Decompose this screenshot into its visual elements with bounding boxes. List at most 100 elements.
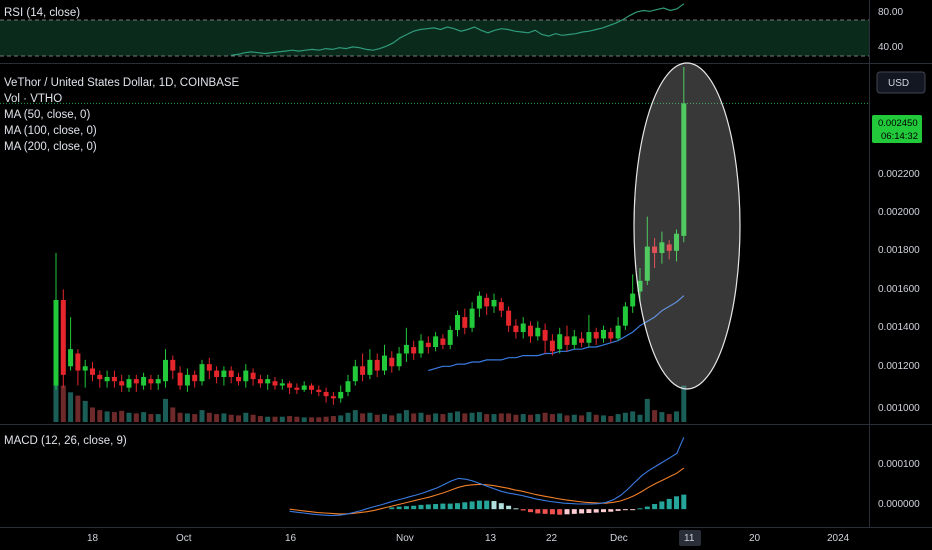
rsi-band xyxy=(0,20,869,56)
rsi-axis-label: 40.00 xyxy=(878,42,903,53)
candle-body xyxy=(75,353,81,371)
volume-bar xyxy=(498,413,504,422)
macd-label[interactable]: MACD (12, 26, close, 9) xyxy=(4,435,127,447)
macd-histogram-bar xyxy=(447,503,453,510)
candle-body xyxy=(279,383,285,386)
candle-body xyxy=(564,336,570,345)
macd-histogram-bar xyxy=(622,509,628,511)
candle-body xyxy=(491,300,497,307)
candle-body xyxy=(316,389,322,392)
macd-histogram-bar xyxy=(389,507,395,510)
time-axis-label: 22 xyxy=(546,533,558,544)
candle-body xyxy=(601,329,606,339)
macd-histogram-bar xyxy=(615,509,621,511)
volume-bar xyxy=(206,412,212,422)
macd-histogram-bar xyxy=(513,508,519,510)
macd-histogram-bar xyxy=(484,500,490,510)
rsi-label[interactable]: RSI (14, close) xyxy=(4,7,80,19)
candle-body xyxy=(469,308,475,328)
symbol-title[interactable]: VeThor / United States Dollar, 1D, COINB… xyxy=(4,77,240,89)
volume-bar xyxy=(637,414,643,422)
candle-body xyxy=(433,336,439,348)
volume-bar xyxy=(163,398,168,422)
time-axis-label: 11 xyxy=(684,533,695,544)
candle-body xyxy=(637,280,643,292)
volume-bar xyxy=(469,412,475,422)
volume-bar xyxy=(177,412,183,422)
volume-bar xyxy=(579,415,585,422)
candle-body xyxy=(652,246,658,253)
volume-bar xyxy=(535,414,541,422)
candle-body xyxy=(447,329,453,345)
volume-bar xyxy=(411,413,417,422)
candle-body xyxy=(586,332,592,343)
candle-body xyxy=(571,336,577,345)
candle-body xyxy=(287,383,293,388)
volume-bar xyxy=(170,407,176,422)
volume-bar xyxy=(601,415,606,422)
candle-body xyxy=(440,338,446,345)
last-price-value: 0.002450 xyxy=(878,118,918,129)
ma-legend[interactable]: MA (50, close, 0) xyxy=(4,109,90,121)
candle-body xyxy=(681,103,687,236)
candle-body xyxy=(644,246,650,281)
macd-histogram-bar xyxy=(535,509,541,514)
volume-bar xyxy=(557,413,563,422)
macd-histogram-bar xyxy=(579,509,585,514)
candle-body xyxy=(294,387,300,390)
volume-bar xyxy=(403,410,409,422)
volume-bar xyxy=(367,412,373,422)
volume-bar xyxy=(228,414,234,422)
candle-body xyxy=(666,244,672,251)
volume-legend[interactable]: Vol · VTHO xyxy=(4,93,62,105)
macd-histogram-bar xyxy=(637,508,643,510)
macd-histogram-bar xyxy=(418,504,424,510)
macd-axis-label: 0.000100 xyxy=(878,459,920,470)
volume-bar xyxy=(338,415,344,422)
volume-bar xyxy=(221,413,227,422)
candle-body xyxy=(257,379,263,384)
volume-bar xyxy=(236,415,241,422)
volume-bar xyxy=(214,414,220,422)
macd-histogram-bar xyxy=(586,509,592,514)
volume-bar xyxy=(681,385,687,422)
ma-legend[interactable]: MA (100, close, 0) xyxy=(4,125,97,137)
time-axis-label: Dec xyxy=(610,533,628,544)
macd-histogram-bar xyxy=(674,496,679,510)
candle-body xyxy=(221,370,227,377)
candle-body xyxy=(301,385,307,390)
candle-body xyxy=(236,376,241,382)
volume-bar xyxy=(257,416,263,422)
rsi-axis-label: 80.00 xyxy=(878,7,903,18)
volume-bar xyxy=(294,416,300,422)
volume-bar xyxy=(374,414,380,422)
volume-bar xyxy=(111,412,117,422)
macd-histogram-bar xyxy=(455,503,460,510)
macd-histogram-bar xyxy=(396,506,402,510)
currency-button-label: USD xyxy=(888,78,909,89)
price-axis-label: 0.001000 xyxy=(878,403,920,414)
volume-bar xyxy=(250,414,256,422)
volume-bar xyxy=(659,412,665,422)
currency-button[interactable] xyxy=(876,71,926,94)
price-axis-label: 0.002000 xyxy=(878,207,920,218)
volume-bar xyxy=(549,414,555,422)
volume-bar xyxy=(447,412,453,422)
time-axis-label: 16 xyxy=(285,533,297,544)
candle-body xyxy=(593,332,599,339)
ma-legend[interactable]: MA (200, close, 0) xyxy=(4,141,97,153)
macd-histogram-bar xyxy=(476,500,482,510)
volume-bar xyxy=(593,414,599,422)
volume-bar xyxy=(126,412,132,422)
volume-bar xyxy=(360,413,366,422)
candle-body xyxy=(90,368,95,375)
volume-bar xyxy=(608,416,614,422)
macd-histogram-bar xyxy=(608,509,614,512)
volume-bar xyxy=(382,414,387,422)
time-axis-highlight xyxy=(679,530,701,546)
price-axis-label: 0.001600 xyxy=(878,284,920,295)
volume-bar xyxy=(542,412,548,422)
macd-histogram-bar xyxy=(601,509,606,513)
candle-body xyxy=(622,306,628,326)
